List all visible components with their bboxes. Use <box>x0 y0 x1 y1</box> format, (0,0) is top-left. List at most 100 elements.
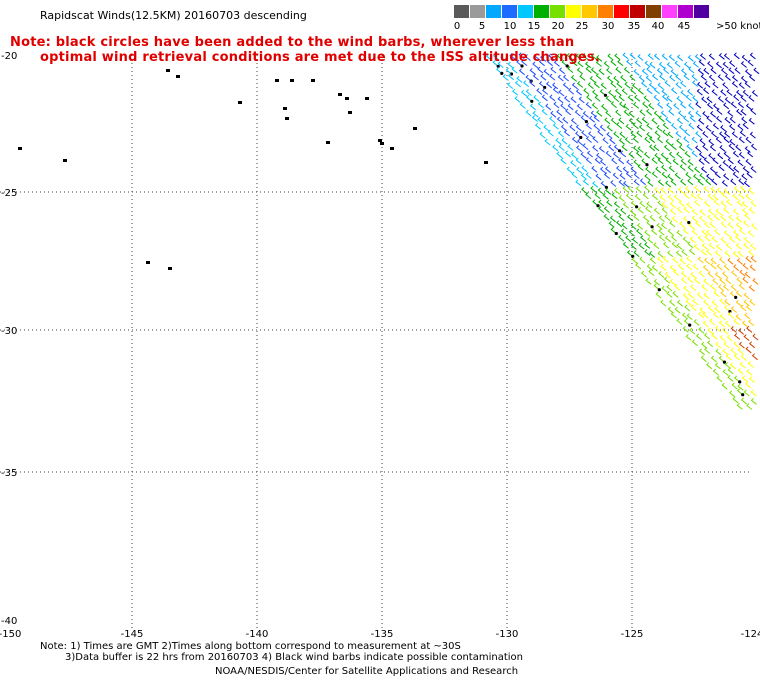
wind-barb <box>682 236 689 244</box>
wind-barb <box>649 144 656 152</box>
wind-barb <box>658 234 665 242</box>
wind-barb <box>600 82 607 90</box>
wind-barb <box>667 186 674 194</box>
wind-barb <box>635 186 642 193</box>
wind-barb <box>719 277 726 285</box>
wind-barb <box>603 172 611 179</box>
wind-barb <box>713 103 720 111</box>
wind-barb <box>586 94 593 102</box>
wind-barb <box>735 290 742 298</box>
wind-barb <box>533 94 540 102</box>
wind-barb <box>725 277 732 285</box>
wind-barb <box>740 397 747 405</box>
wind-barb <box>552 87 559 94</box>
wind-barb <box>724 298 731 306</box>
flag-circle <box>604 185 609 189</box>
wind-barb <box>630 243 637 250</box>
wind-barb <box>593 115 600 122</box>
wind-barb <box>750 108 757 115</box>
wind-barb <box>744 146 751 153</box>
wind-barb <box>720 200 727 208</box>
wind-barb <box>745 346 752 354</box>
scale-swatch <box>662 5 677 18</box>
wind-barb <box>675 74 682 81</box>
wind-barb <box>644 229 651 237</box>
wind-barb <box>730 326 737 333</box>
wind-barb <box>678 187 685 194</box>
wind-barb <box>543 124 550 132</box>
wind-barb <box>619 101 626 109</box>
wind-barb <box>651 117 658 125</box>
flag-circle <box>722 360 727 364</box>
scale-label: >50 knots <box>716 21 760 32</box>
wind-barb <box>730 284 737 292</box>
wind-barb <box>661 94 669 102</box>
wind-barb <box>747 230 755 237</box>
flag-circle <box>603 93 608 97</box>
island-marker <box>348 111 352 114</box>
wind-barb <box>567 103 574 111</box>
wind-barb <box>723 173 730 181</box>
wind-barb <box>685 334 692 341</box>
wind-barb <box>744 68 752 76</box>
wind-barb <box>645 277 652 285</box>
wind-barb <box>729 235 736 243</box>
wind-barb <box>661 201 669 209</box>
wind-barb <box>751 223 758 230</box>
wind-barb <box>720 236 727 244</box>
wind-barb <box>739 269 746 277</box>
wind-barb <box>742 208 749 215</box>
wind-barb <box>718 355 725 363</box>
wind-barb <box>686 256 693 263</box>
wind-barb <box>641 80 648 88</box>
scale-label: 45 <box>677 21 691 32</box>
lon-label: -150 <box>0 629 21 640</box>
wind-barb <box>619 172 626 180</box>
wind-barb <box>708 208 715 216</box>
wind-barb <box>663 67 670 74</box>
island-marker <box>378 139 382 142</box>
wind-barb <box>745 193 752 201</box>
wind-barb <box>740 75 747 83</box>
wind-barb <box>576 81 584 88</box>
wind-barb <box>697 256 704 264</box>
wind-barb <box>681 249 688 256</box>
wind-barb <box>706 102 714 110</box>
wind-barb <box>662 129 669 137</box>
wind-barb <box>653 207 660 215</box>
wind-barb <box>653 278 660 286</box>
flag-circle <box>584 120 589 124</box>
wind-barb <box>576 145 583 152</box>
wind-barb <box>736 108 743 116</box>
wind-barb <box>750 166 757 173</box>
wind-barb <box>552 122 559 130</box>
wind-barb <box>575 124 582 132</box>
wind-barb <box>712 193 719 201</box>
wind-barb <box>614 53 621 61</box>
wind-barb <box>698 270 705 278</box>
wind-barb <box>626 59 633 66</box>
wind-barb <box>613 144 620 152</box>
wind-barb <box>613 75 620 83</box>
wind-barb <box>538 59 545 67</box>
wind-barb <box>669 278 676 286</box>
wind-barb <box>514 96 521 103</box>
wind-barb <box>672 256 679 264</box>
wind-barb <box>675 131 682 138</box>
wind-barb <box>610 180 617 187</box>
wind-barb <box>638 242 645 250</box>
wind-barb <box>706 249 713 256</box>
wind-barb <box>709 144 716 152</box>
wind-barb <box>629 74 636 81</box>
wind-barb <box>736 403 743 410</box>
wind-barb <box>621 144 628 152</box>
wind-barb <box>742 276 749 284</box>
flag-circle <box>688 323 692 327</box>
wind-barb <box>637 206 644 214</box>
wind-barb <box>729 116 736 124</box>
wind-barb <box>742 122 749 130</box>
wind-barb <box>592 199 599 207</box>
wind-barb <box>748 319 755 326</box>
wind-barb <box>674 306 681 314</box>
island-marker <box>484 161 488 164</box>
